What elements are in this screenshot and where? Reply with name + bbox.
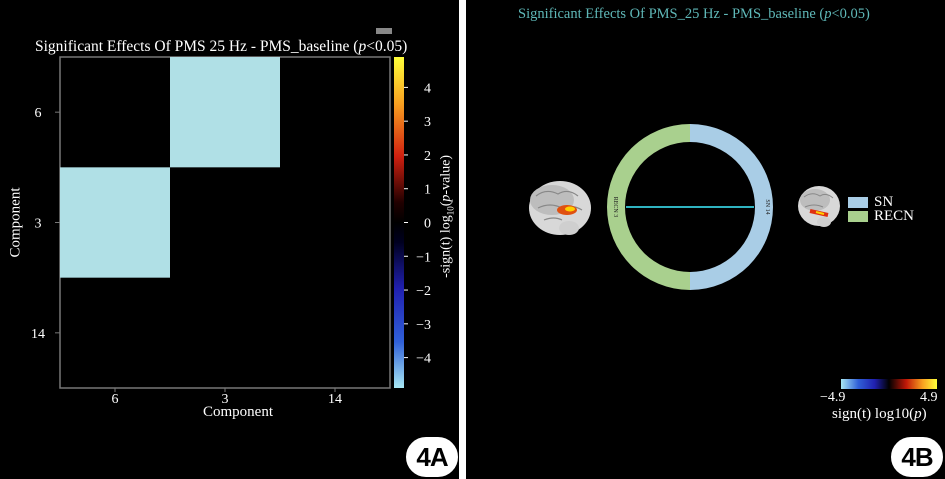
colorbar-label: -sign(t) log10(p-value) — [438, 154, 456, 278]
legend-swatch-sn — [848, 196, 868, 208]
y-tick-label: 3 — [35, 217, 42, 232]
colorbar-min-label: −4.9 — [820, 390, 846, 405]
colorbar — [394, 57, 404, 388]
colorbar-tick-label: 4 — [424, 81, 431, 96]
x-tick-label: 14 — [328, 392, 342, 407]
colorbar-tick-label: 0 — [424, 217, 431, 232]
colorbar-max-label: 4.9 — [920, 390, 938, 405]
legend-item-sn: SN — [848, 193, 914, 210]
legend-item-recn: RECN — [848, 207, 915, 224]
colorbar-b-label: sign(t) log10(p) — [832, 406, 927, 422]
legend: SN RECN — [848, 193, 915, 224]
colorbar-b — [841, 379, 937, 389]
x-axis-label: Component — [203, 404, 273, 420]
x-tick-label: 3 — [222, 392, 229, 407]
y-axis-label: Component — [7, 187, 24, 258]
x-tick-label: 6 — [112, 392, 119, 407]
heatmap-cell — [170, 57, 280, 168]
node-label-recn: RECN 3 — [612, 197, 618, 218]
panel-badge-4b: 4B — [891, 437, 943, 477]
brain-left-icon — [529, 181, 591, 235]
y-tick-label: 14 — [31, 327, 45, 342]
node-label-sn: SN 14 — [764, 199, 770, 214]
colorbar-tick-label: 1 — [424, 183, 431, 198]
colorbar-tick-label: −1 — [416, 250, 431, 265]
panel-4a: Significant Effects Of PMS 25 Hz - PMS_b… — [0, 0, 459, 479]
y-tick-label: 6 — [35, 106, 42, 121]
connectogram: RECN 3 SN 14 — [529, 124, 937, 389]
colorbar-tick-label: −2 — [416, 284, 431, 299]
brain-right-icon — [798, 186, 840, 227]
figure-toolbar-grip-icon — [376, 28, 392, 34]
legend-label-sn: SN — [874, 193, 894, 210]
heatmap-chart: 6 3 14 6 3 14 4 3 2 1 0 −1 −2 −3 −4 — [31, 56, 431, 407]
legend-label-recn: RECN — [874, 207, 915, 224]
ring-segment-sn — [690, 124, 773, 290]
colorbar-tick-label: 3 — [424, 115, 431, 130]
connectogram-title: Significant Effects Of PMS_25 Hz - PMS_b… — [518, 6, 870, 22]
legend-swatch-recn — [848, 210, 868, 222]
panel-4b: Significant Effects Of PMS_25 Hz - PMS_b… — [466, 0, 945, 479]
heatmap-cell — [60, 167, 170, 278]
colorbar-tick-label: −4 — [416, 352, 431, 367]
heatmap-title: Significant Effects Of PMS 25 Hz - PMS_b… — [35, 38, 408, 55]
ring-segment-recn — [607, 124, 690, 290]
panel-badge-4a: 4A — [406, 437, 458, 477]
colorbar-tick-label: −3 — [416, 318, 431, 333]
colorbar-tick-label: 2 — [424, 149, 431, 164]
